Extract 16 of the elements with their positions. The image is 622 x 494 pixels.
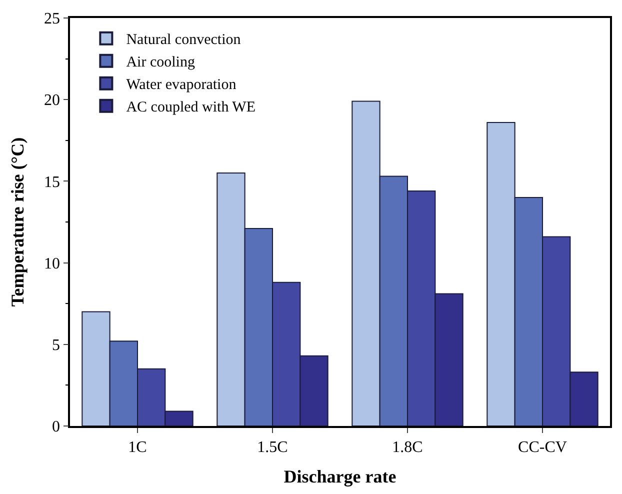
legend-label: Air cooling xyxy=(126,54,196,71)
x-tick-label: 1.8C xyxy=(392,438,423,456)
y-tick-label: 15 xyxy=(44,174,60,191)
y-tick-label: 0 xyxy=(52,418,60,436)
y-tick-label: 5 xyxy=(52,337,60,354)
x-tick-label: CC-CV xyxy=(518,438,568,456)
x-tick-label: 1.5C xyxy=(257,438,288,456)
y-tick-label: 10 xyxy=(44,255,60,272)
y-axis-title: Temperature rise (°C) xyxy=(8,137,28,307)
legend-label: AC coupled with WE xyxy=(126,100,256,116)
x-axis-title: Discharge rate xyxy=(284,466,396,487)
y-tick-label: 25 xyxy=(44,10,60,28)
x-tick-label: 1C xyxy=(128,438,147,456)
legend-label: Water evaporation xyxy=(126,77,237,94)
y-tick-label: 20 xyxy=(44,92,60,110)
legend-label: Natural convection xyxy=(126,32,242,48)
